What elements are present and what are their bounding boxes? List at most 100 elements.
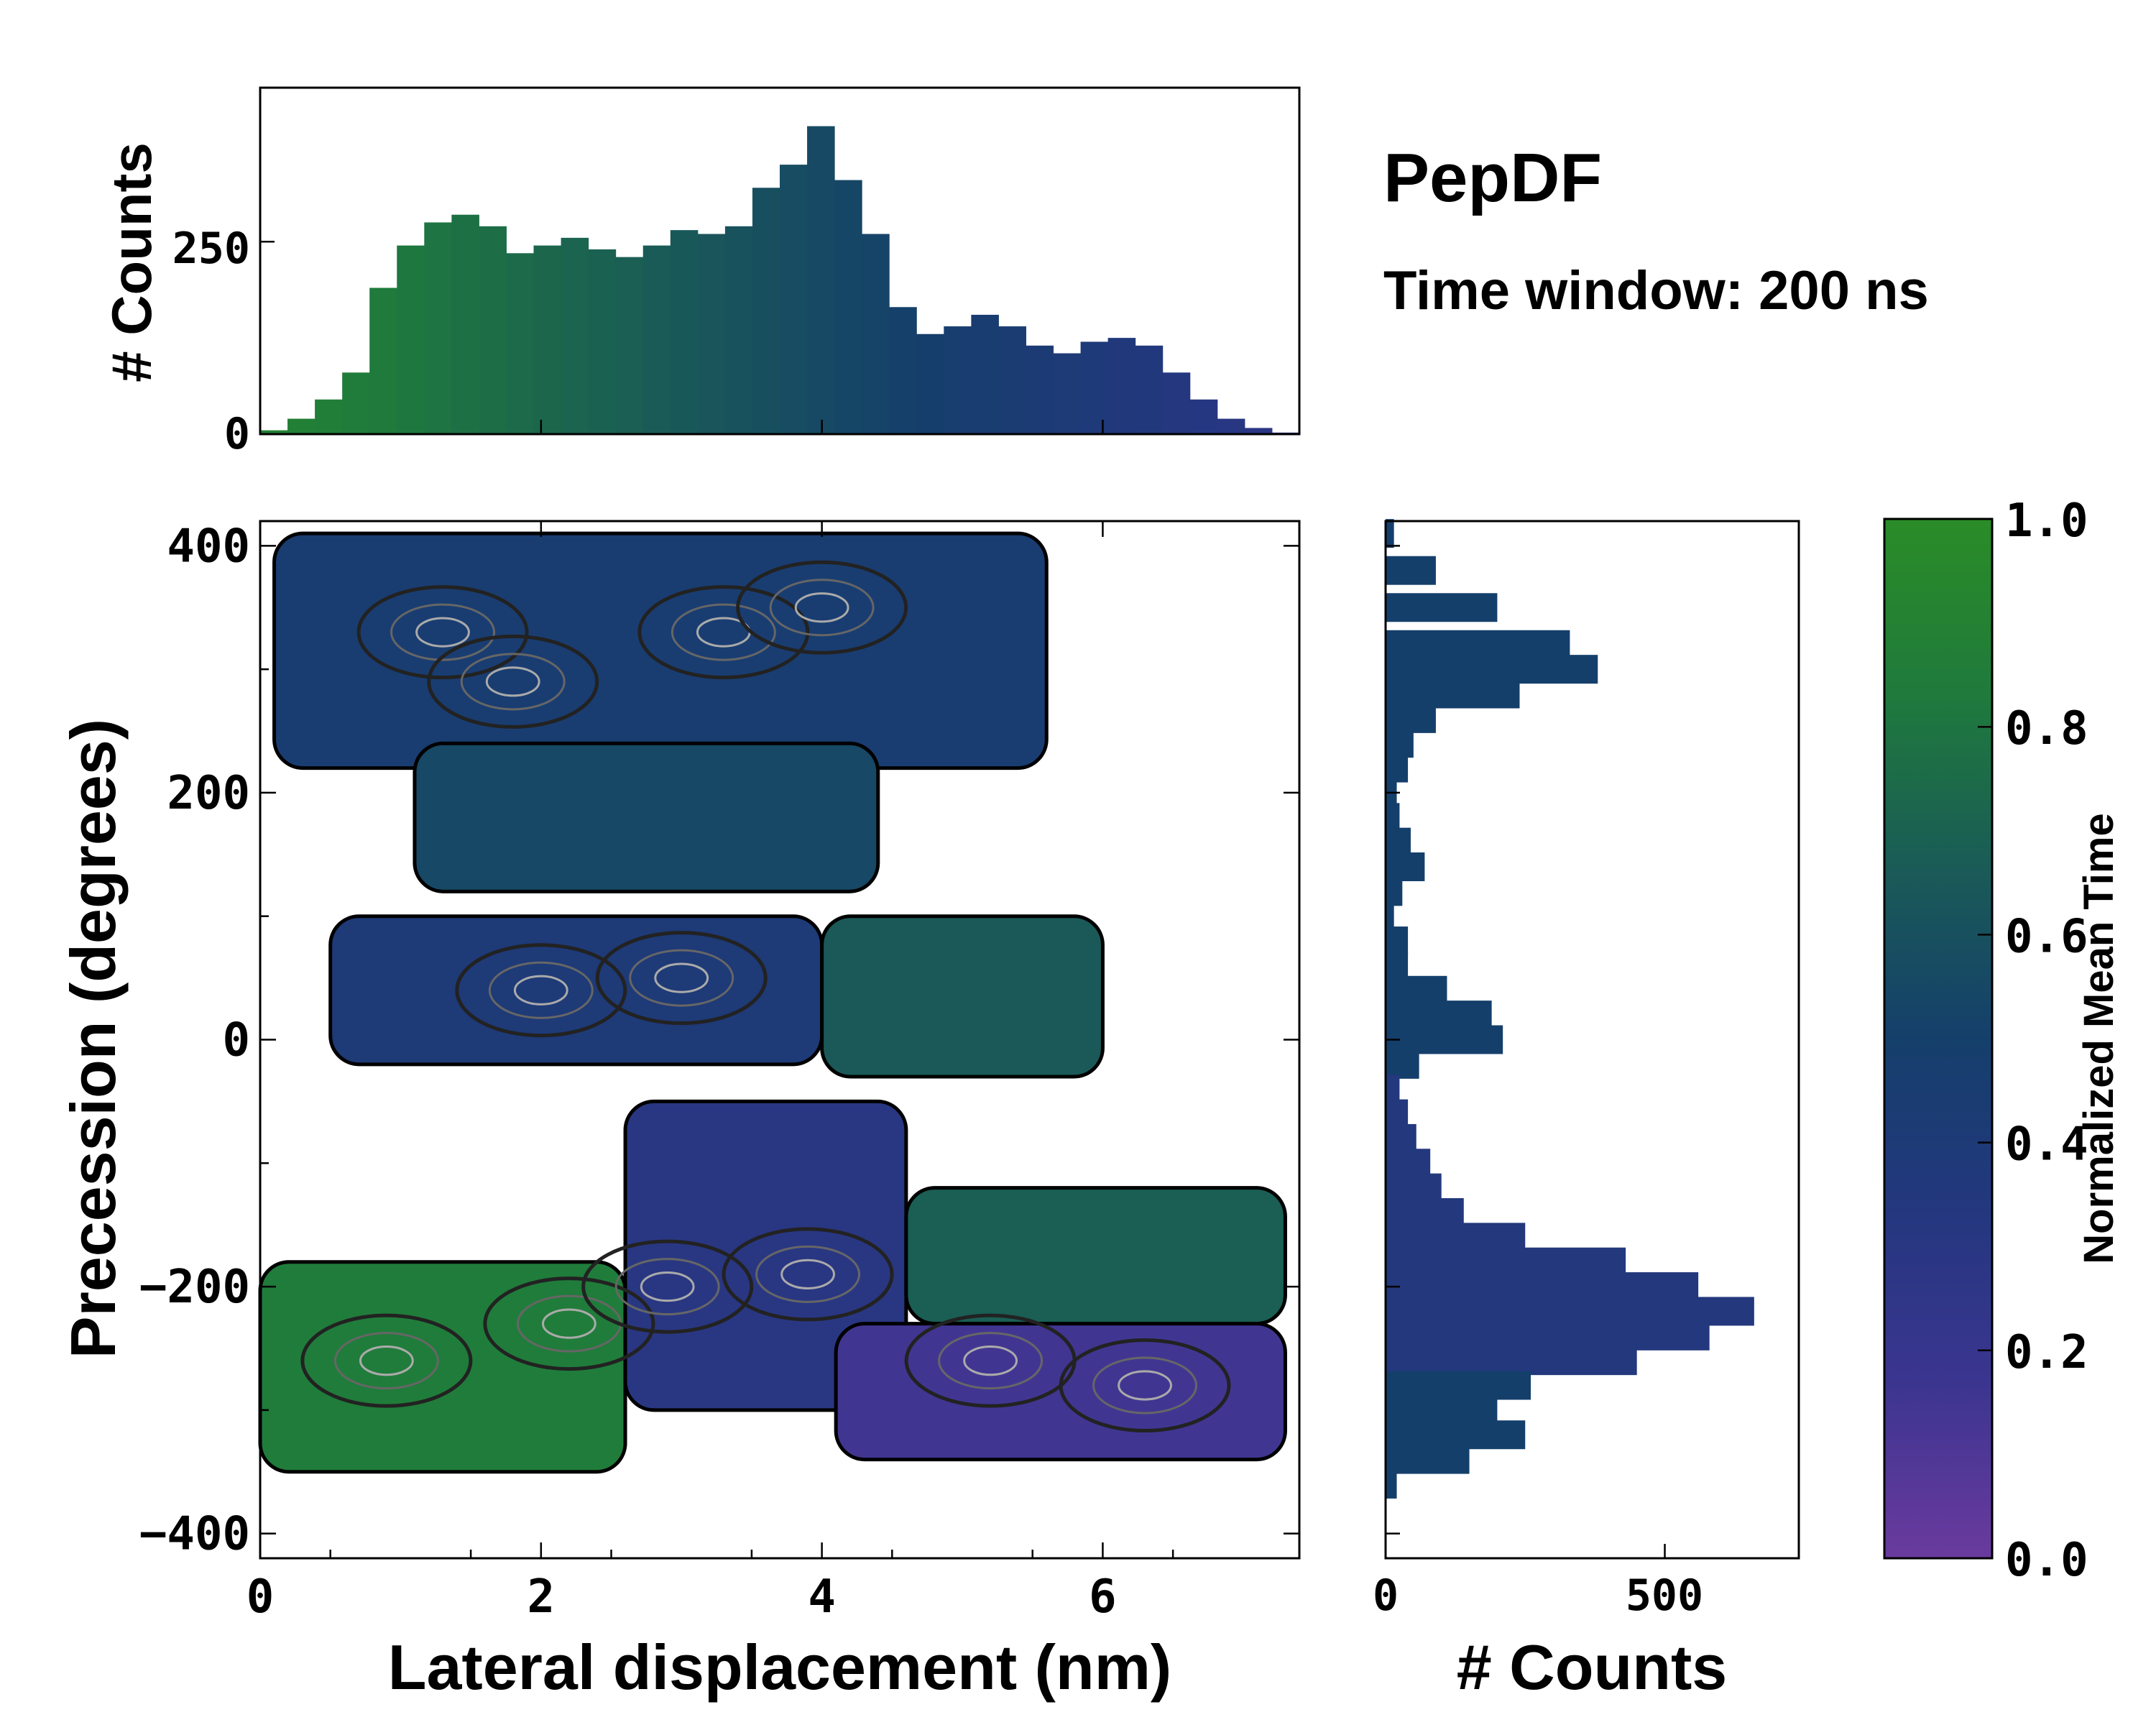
top-hist-bar (670, 230, 699, 434)
contour-10-2 (963, 1346, 1018, 1376)
top-hist-bar (889, 307, 917, 434)
right-hist-bar (1386, 827, 1411, 857)
top-hist-bar (724, 226, 753, 434)
top-hist-bar (998, 326, 1026, 434)
colorbar-tick-label-0.2: 0.2 (2005, 1326, 2088, 1379)
colorbar: 0.0 0.2 0.4 0.6 0.8 1.0 Normalized Mean Time (1883, 494, 2122, 1587)
right-hist-bar (1386, 951, 1409, 980)
right-hist-bar (1386, 1297, 1754, 1326)
top-hist-bar (1026, 345, 1054, 434)
contour-2-1 (769, 579, 875, 637)
chart-subtitle: Time window: 200 ns (1383, 260, 1929, 321)
right-hist-bar (1386, 704, 1436, 733)
x-tick-label-0: 0 (247, 1570, 275, 1624)
right-hist-bar (1386, 1075, 1400, 1104)
contour-0-0 (356, 585, 529, 680)
colorbar-tick-label-0.8: 0.8 (2005, 702, 2088, 755)
top-hist-bar (287, 418, 315, 434)
contour-3-2 (485, 666, 540, 697)
right-hist-bar (1386, 1247, 1626, 1276)
top-hist-bar (697, 234, 726, 434)
x-tick-label-4: 4 (808, 1570, 836, 1624)
right-hist-bar (1386, 630, 1570, 659)
right-hist-bar (1386, 1420, 1526, 1450)
y-axis-label: Precession (degrees) (57, 719, 129, 1358)
contour-7-0 (483, 1276, 655, 1371)
contour-1-0 (637, 585, 810, 680)
right-hist-bar (1386, 975, 1447, 1005)
heatmap-region-4 (258, 1260, 627, 1474)
chart-title: PepDF (1383, 139, 1602, 216)
top-hist-bar (971, 314, 999, 434)
top-hist-bar (615, 257, 644, 434)
x-tick-label-6: 6 (1089, 1570, 1117, 1624)
right-hist-bar (1386, 1346, 1637, 1376)
right-hist-bar (1386, 1371, 1531, 1400)
top-hist-bar (642, 245, 671, 434)
top-hist-bar (260, 430, 288, 434)
right-hist-bar (1386, 1445, 1470, 1474)
right-hist-bar (1386, 729, 1414, 758)
contour-7-2 (541, 1308, 596, 1339)
right-hist-bar (1386, 753, 1409, 783)
right-hist-bar (1386, 655, 1598, 684)
top-hist-bar (1162, 372, 1191, 434)
top-hist-bar (862, 234, 890, 434)
right-hist-bar (1386, 1000, 1492, 1030)
top-histogram: 0 250 # Counts (100, 86, 1301, 459)
contour-2-2 (794, 592, 849, 623)
top-hist-bar (834, 180, 862, 435)
x-axis-label: Lateral displacement (nm) (388, 1632, 1172, 1703)
top-hist-bar (1135, 345, 1164, 434)
top-hist-bar (1080, 341, 1109, 434)
top-histogram-frame (259, 86, 1301, 436)
heatmap-panel: 0 2 4 6 −400 −200 0 200 400 Lateral displacemen… (57, 520, 1301, 1703)
top-hist-bar (944, 326, 972, 434)
colorbar-tick-label-0.0: 0.0 (2005, 1534, 2088, 1587)
y-tick-label: 200 (167, 767, 250, 820)
top-hist-bar (588, 249, 617, 434)
top-hist-bar (752, 188, 780, 434)
contour-9-1 (755, 1245, 861, 1303)
x-tick-label-2: 2 (528, 1570, 556, 1624)
contour-6-0 (300, 1313, 473, 1408)
colorbar-label: Normalized Mean Time (2076, 813, 2122, 1264)
contour-8-2 (640, 1271, 695, 1302)
contour-11-1 (1092, 1356, 1198, 1414)
contour-5-2 (513, 975, 568, 1006)
heatmap-region-3 (820, 914, 1105, 1079)
top-hist-ytick-0: 0 (224, 409, 250, 459)
colorbar-tick-label-1.0: 1.0 (2005, 494, 2088, 548)
y-tick-label: 0 (222, 1014, 250, 1067)
colorbar-tick-label-0.6: 0.6 (2005, 910, 2088, 963)
contour-8-0 (581, 1239, 754, 1334)
top-hist-bar (807, 126, 835, 435)
right-hist-xtick-500: 500 (1626, 1570, 1703, 1621)
y-tick-label: −400 (139, 1508, 250, 1561)
right-hist-bar (1386, 926, 1409, 956)
top-hist-bar (780, 165, 808, 434)
right-hist-bar (1386, 1223, 1526, 1252)
colorbar-tick-label-0.4: 0.4 (2005, 1118, 2088, 1172)
contour-6-2 (359, 1346, 414, 1376)
top-hist-bar (1053, 353, 1082, 434)
heatmap-region-2 (328, 914, 824, 1067)
contour-4-1 (629, 949, 734, 1007)
right-hist-bar (1386, 1272, 1699, 1302)
contour-5-0 (455, 943, 627, 1038)
right-hist-xlabel: # Counts (1457, 1632, 1727, 1703)
right-hist-bar (1386, 593, 1498, 622)
top-hist-bar (451, 214, 479, 434)
right-hist-bar (1386, 901, 1394, 931)
contour-0-2 (415, 617, 470, 648)
contour-11-0 (1059, 1338, 1231, 1432)
right-hist-bar (1386, 519, 1394, 548)
top-hist-bar (397, 245, 425, 434)
y-tick-label: −200 (139, 1261, 250, 1314)
heatmap-region-1 (413, 741, 880, 893)
contour-5-1 (488, 961, 594, 1019)
contour-9-0 (722, 1227, 894, 1322)
top-hist-bar (1217, 418, 1245, 434)
right-hist-bar (1386, 852, 1425, 881)
